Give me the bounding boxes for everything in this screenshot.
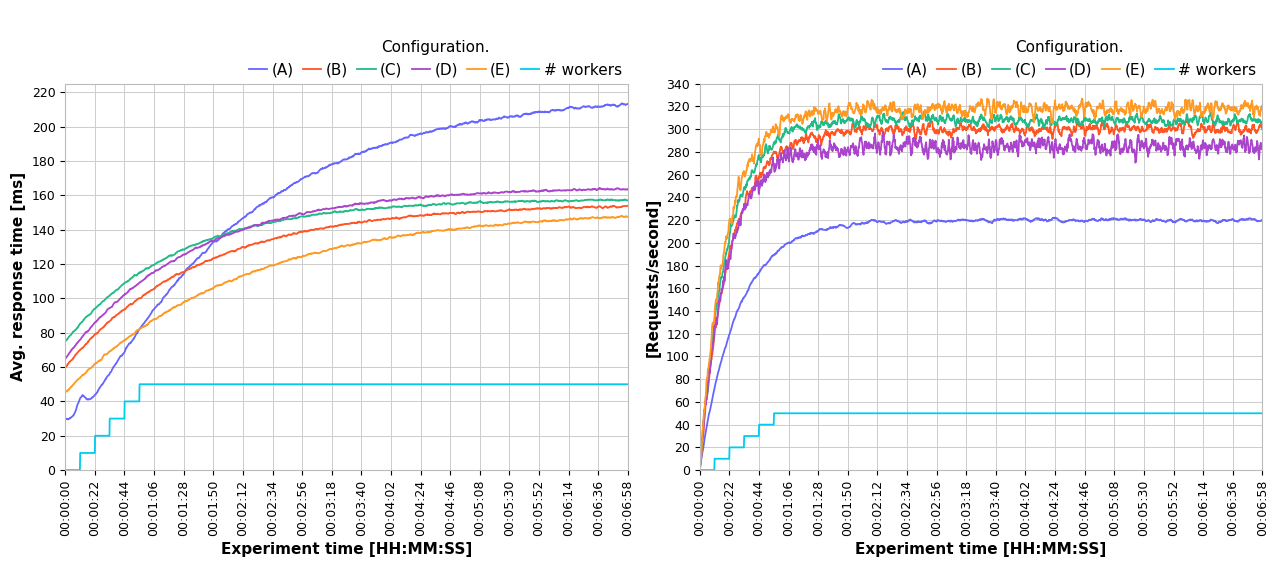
X-axis label: Experiment time [HH:MM:SS]: Experiment time [HH:MM:SS] [855, 542, 1107, 557]
Y-axis label: [Requests/second]: [Requests/second] [645, 197, 660, 357]
X-axis label: Experiment time [HH:MM:SS]: Experiment time [HH:MM:SS] [221, 542, 472, 557]
Legend: (A), (B), (C), (D), (E), # workers: (A), (B), (C), (D), (E), # workers [877, 34, 1262, 83]
Y-axis label: Avg. response time [ms]: Avg. response time [ms] [12, 172, 26, 382]
Legend: (A), (B), (C), (D), (E), # workers: (A), (B), (C), (D), (E), # workers [243, 34, 628, 83]
